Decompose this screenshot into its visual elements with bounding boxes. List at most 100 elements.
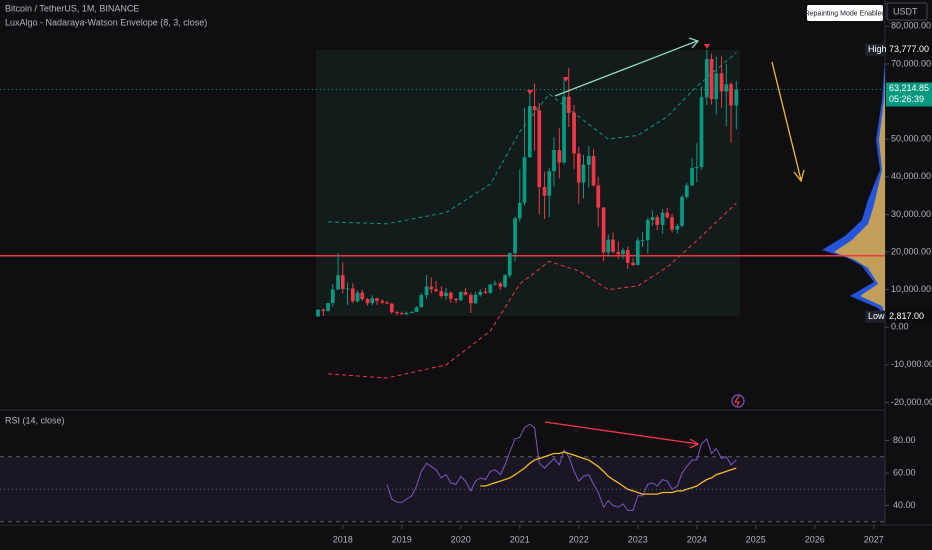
badge-text: Repainting Mode Enabled [805, 10, 886, 17]
x-tick-label: 2022 [569, 534, 589, 544]
badge[interactable] [807, 5, 883, 21]
candle-body [385, 302, 389, 304]
candle-body [596, 185, 601, 208]
candle-body [572, 112, 576, 154]
price-marker-value: 2,817.00 [889, 311, 924, 321]
candle-body [370, 298, 375, 304]
price-marker-box [865, 43, 885, 56]
candle-body [439, 291, 444, 297]
candle-body [458, 292, 463, 301]
candle-body [507, 253, 512, 276]
candle-body [606, 239, 611, 253]
candle-body [655, 217, 660, 225]
candle-body [645, 220, 650, 241]
rsi-band [0, 456, 885, 522]
candle-body [557, 150, 562, 163]
candle-body [395, 312, 399, 314]
volume-profile-highlight [834, 70, 885, 316]
candle-body [355, 292, 360, 302]
x-tick-label: 2026 [805, 534, 825, 544]
candle-body [699, 97, 704, 168]
candle-body [345, 288, 350, 290]
y-tick-label: 0.00 [891, 322, 909, 332]
candle-body [365, 299, 370, 304]
candle-body [714, 73, 719, 100]
trend-arrow [554, 40, 698, 97]
candle-body [463, 292, 468, 295]
envelope-region [316, 50, 740, 316]
candle-body [670, 217, 674, 230]
x-tick-label: 2027 [864, 534, 884, 544]
divergence-arrow [544, 421, 699, 445]
y-tick-label: -20,000.00 [891, 397, 932, 407]
rsi-title: RSI (14, close) [5, 415, 65, 425]
candle-body [444, 292, 448, 297]
candle-body [650, 217, 655, 221]
price-marker-name: Low [868, 311, 885, 321]
rsi-ma-line [480, 451, 737, 495]
rsi-y-tick-label: 40.00 [893, 500, 916, 510]
candle-body [380, 300, 385, 303]
candle-body [581, 164, 586, 183]
candle-body [409, 311, 414, 313]
candle-body [488, 284, 493, 293]
currency-button[interactable] [886, 2, 928, 21]
candle-body [719, 73, 724, 92]
candle-body [375, 298, 379, 301]
candle-body [389, 303, 394, 313]
candle-body [360, 292, 365, 300]
candle-body [532, 106, 537, 111]
y-tick-label: 40,000.00 [891, 171, 931, 181]
chart-title: Bitcoin / TetherUS, 1M, BINANCE [5, 3, 139, 13]
y-tick-label: 30,000.00 [891, 209, 931, 219]
candle-body [434, 289, 438, 292]
candle-body [621, 250, 625, 255]
y-tick-label: 80,000.00 [891, 21, 931, 31]
x-tick-label: 2023 [628, 534, 648, 544]
candle-body [729, 84, 733, 106]
price-marker-value: 73,777.00 [889, 44, 929, 54]
x-tick-label: 2020 [451, 534, 471, 544]
candle-body [547, 171, 552, 196]
candle-body [316, 309, 320, 317]
y-tick-label: 10,000.00 [891, 284, 931, 294]
candle-body [517, 202, 522, 219]
y-tick-label: 70,000.00 [891, 58, 931, 68]
candle-body [586, 156, 591, 165]
overlay-layer: Bitcoin / TetherUS, 1M, BINANCE LuxAlgo … [5, 2, 932, 544]
rsi-line [386, 423, 737, 511]
candle-body [616, 251, 621, 255]
indicator-name: LuxAlgo - Nadaraya-Watson Envelope (8, 3… [5, 17, 207, 27]
candle-body [454, 298, 458, 301]
pivot-marker [704, 44, 710, 49]
candle-body [330, 289, 335, 303]
candle-body [675, 225, 680, 230]
currency: USDT [893, 6, 918, 16]
candle-body [635, 240, 640, 265]
candle-body [326, 302, 330, 311]
candle-body [724, 84, 729, 92]
candle-body [483, 291, 488, 293]
candle-body [601, 207, 606, 253]
price-marker-value-box [886, 43, 932, 56]
rsi-y-tick-label: 80.00 [893, 435, 916, 445]
price-marker-name: High [868, 44, 887, 54]
candle-body [350, 288, 355, 302]
candle-body [566, 96, 571, 113]
candle-body [321, 309, 326, 311]
candle-body [478, 291, 483, 295]
alert-icon-bolt [733, 395, 740, 407]
candle-body [429, 286, 434, 290]
y-tick-label: 20,000.00 [891, 246, 931, 256]
candle-body [631, 262, 635, 265]
candle-body [537, 110, 542, 187]
rsi-y-tick-label: 60.00 [893, 467, 916, 477]
candle-body [522, 157, 527, 203]
candle-body [419, 295, 424, 308]
candle-body [340, 275, 345, 289]
candle-body [734, 89, 739, 106]
alert-icon[interactable] [731, 394, 745, 408]
price-marker-value-box [886, 310, 932, 323]
